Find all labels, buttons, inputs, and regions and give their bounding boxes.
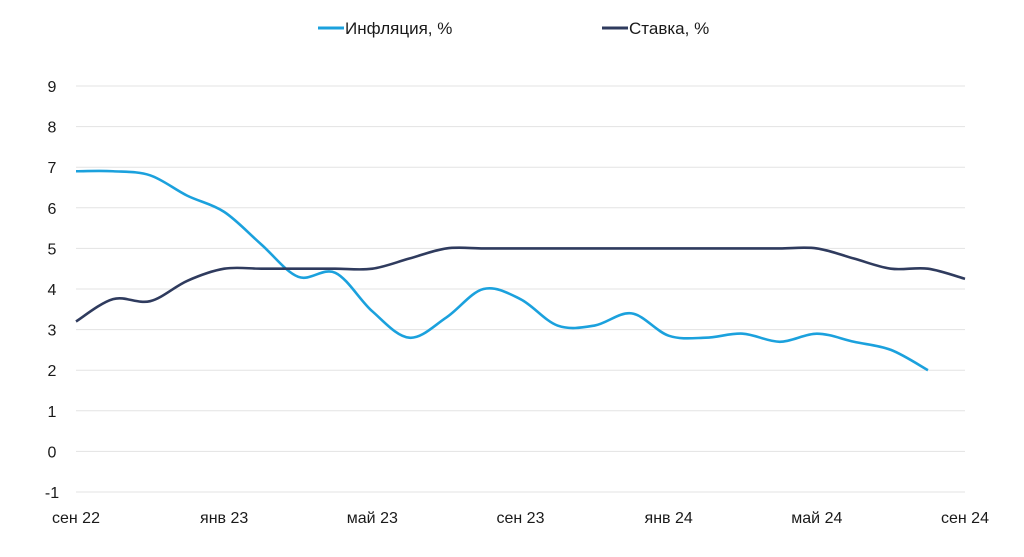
x-tick-label: сен 24	[941, 510, 989, 527]
y-tick-label: 9	[48, 79, 57, 96]
x-tick-label: сен 23	[497, 510, 545, 527]
y-tick-label: 8	[48, 120, 57, 137]
x-tick-label: май 24	[791, 510, 842, 527]
legend-label-inflation: Инфляция, %	[345, 19, 452, 38]
y-tick-label: 0	[48, 444, 57, 461]
legend-label-rate: Ставка, %	[629, 19, 709, 38]
y-tick-label: 2	[48, 363, 57, 380]
x-tick-label: май 23	[347, 510, 398, 527]
y-tick-label: 6	[48, 201, 57, 218]
x-tick-label: янв 24	[645, 510, 693, 527]
y-tick-label: 7	[48, 160, 57, 177]
y-tick-label: -1	[45, 485, 59, 502]
y-tick-label: 5	[48, 241, 57, 258]
x-tick-label: сен 22	[52, 510, 100, 527]
y-tick-label: 3	[48, 323, 57, 340]
series-line-inflation	[75, 169, 929, 372]
series-line-rate	[75, 246, 966, 323]
legend: Инфляция, % Ставка, %	[318, 19, 709, 38]
y-tick-label: 4	[48, 282, 57, 299]
y-tick-label: 1	[48, 404, 57, 421]
x-tick-label: янв 23	[200, 510, 248, 527]
